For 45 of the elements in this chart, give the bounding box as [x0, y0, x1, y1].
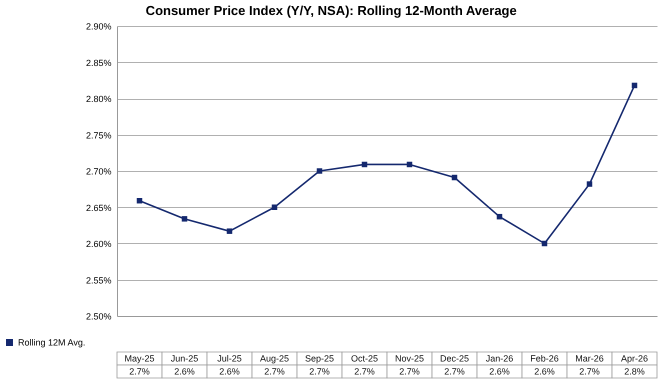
data-label: 2.7%	[129, 366, 150, 376]
point	[586, 181, 592, 187]
y-tick-label: 2.50%	[86, 312, 112, 322]
y-tick-label: 2.55%	[86, 275, 112, 286]
x-tick-label: Sep-25	[304, 354, 334, 364]
x-tick-label: Nov-25	[394, 354, 424, 364]
x-tick-label: Feb-26	[530, 354, 559, 364]
point	[136, 198, 142, 204]
y-tick-label: 2.85%	[86, 58, 112, 68]
data-label: 2.7%	[354, 366, 375, 376]
data-label: 2.7%	[579, 366, 600, 376]
x-tick-label: May-25	[124, 354, 155, 364]
y-tick-label: 2.65%	[86, 202, 112, 213]
x-tick-label: Aug-25	[260, 354, 290, 364]
x-tick-label: Jun-25	[170, 354, 198, 364]
data-label: 2.7%	[399, 366, 420, 376]
legend-label: Rolling 12M Avg.	[18, 338, 86, 348]
data-label: 2.7%	[444, 366, 465, 376]
y-tick-label: 2.60%	[86, 239, 112, 249]
point	[632, 82, 638, 88]
x-tick-label: Jan-26	[486, 354, 514, 364]
point	[272, 204, 278, 210]
data-label: 2.7%	[264, 366, 285, 376]
data-label: 2.6%	[534, 366, 555, 376]
chart-title: Consumer Price Index (Y/Y, NSA): Rolling 12-Month Average	[146, 3, 517, 18]
x-tick-label: Dec-25	[440, 354, 470, 364]
data-label: 2.8%	[624, 366, 645, 376]
data-label: 2.6%	[219, 366, 240, 376]
x-tick-label: Mar-26	[575, 354, 604, 364]
x-tick-label: Jul-25	[217, 354, 242, 364]
data-label: 2.6%	[174, 366, 195, 376]
point	[496, 214, 502, 220]
x-tick-label: Oct-25	[350, 354, 378, 364]
point	[226, 228, 232, 234]
x-tick-label: Apr-26	[620, 354, 648, 364]
y-tick-label: 2.90%	[86, 22, 112, 32]
point	[406, 162, 412, 168]
data-label: 2.7%	[309, 366, 330, 376]
point	[362, 162, 368, 168]
data-label: 2.6%	[489, 366, 510, 376]
y-tick-label: 2.75%	[86, 130, 112, 140]
point	[182, 216, 188, 222]
y-tick-label: 2.80%	[86, 94, 112, 104]
y-tick-label: 2.70%	[86, 166, 112, 176]
point	[452, 174, 458, 180]
